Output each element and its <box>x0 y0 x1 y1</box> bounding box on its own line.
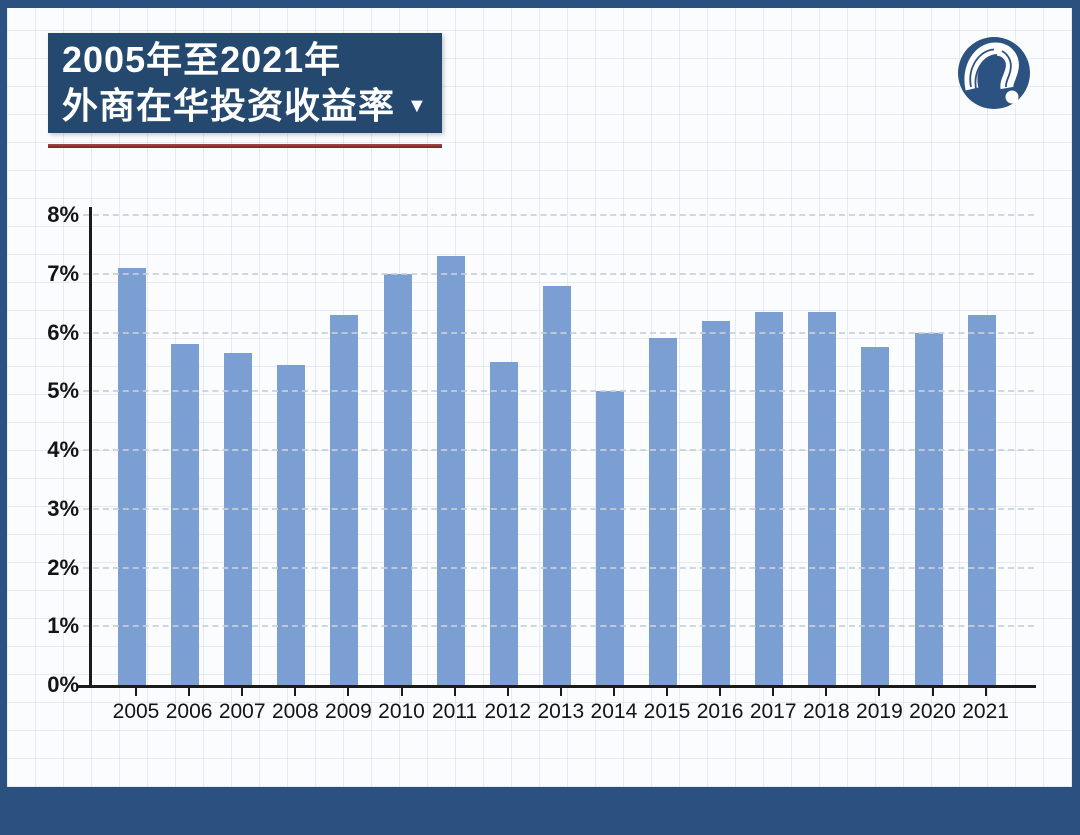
bar-2007 <box>224 353 253 685</box>
y-tick-label-4: 4% <box>47 437 79 462</box>
gridline-7 <box>83 272 1034 275</box>
x-tick-label-2010: 2010 <box>378 700 425 723</box>
chart-canvas: 2005年至2021年 外商在华投资收益率 ▼ 0% 1% 2% 3% 4% 5% 6% 7%… <box>7 8 1072 787</box>
x-tick-2015 <box>666 688 668 696</box>
x-tick-label-2021: 2021 <box>962 700 1009 723</box>
x-tick-label-2019: 2019 <box>856 700 903 723</box>
bar-2017 <box>755 311 784 685</box>
x-tick-label-2013: 2013 <box>537 700 585 723</box>
gridline-6 <box>83 331 1034 334</box>
brand-logo-icon <box>958 37 1030 109</box>
gridline-4 <box>83 449 1034 451</box>
y-tick-label-6: 6% <box>47 319 79 345</box>
bar-2019 <box>861 347 890 685</box>
x-tick-2005 <box>135 688 137 696</box>
bar-2014 <box>595 391 624 685</box>
x-tick-2010 <box>400 688 403 696</box>
x-tick-2008 <box>294 688 297 696</box>
bar-2021 <box>967 314 996 685</box>
bar-2005 <box>118 267 146 685</box>
x-tick-2018 <box>825 688 828 696</box>
x-tick-2007 <box>241 688 244 696</box>
x-tick-label-2009: 2009 <box>325 700 372 723</box>
x-tick-label-2017: 2017 <box>749 700 797 723</box>
x-tick-label-2018: 2018 <box>802 700 850 723</box>
x-tick-2016 <box>719 688 722 696</box>
x-tick-label-2012: 2012 <box>484 700 532 723</box>
gridline-5 <box>83 390 1034 393</box>
x-tick-label-2016: 2016 <box>696 700 744 723</box>
bar-2013 <box>542 285 571 685</box>
x-tick-2012 <box>506 688 509 696</box>
x-tick-2017 <box>772 688 775 696</box>
x-tick-label-2008: 2008 <box>271 700 319 723</box>
x-tick-2019 <box>878 688 881 696</box>
x-tick-2013 <box>559 688 562 696</box>
x-tick-2009 <box>347 688 350 696</box>
x-tick-label-2014: 2014 <box>590 700 638 723</box>
x-axis <box>78 685 1036 688</box>
x-tick-label-2007: 2007 <box>218 700 266 723</box>
bar-2010 <box>383 273 412 685</box>
y-tick-label-5: 5% <box>47 378 79 404</box>
x-tick-label-2005: 2005 <box>112 700 160 723</box>
gridline-8 <box>83 214 1034 216</box>
y-axis <box>89 207 92 688</box>
bar-2008 <box>277 364 306 685</box>
title-line-2: 外商在华投资收益率 <box>62 85 396 126</box>
bar-2018 <box>808 311 837 685</box>
plot-area <box>83 214 1034 685</box>
x-tick-2021 <box>984 688 987 696</box>
x-tick-label-2006: 2006 <box>165 700 213 723</box>
x-tick-2011 <box>453 688 456 696</box>
title-box: 2005年至2021年 外商在华投资收益率 ▼ <box>48 33 442 133</box>
y-tick-label-7: 7% <box>47 260 79 286</box>
bar-2011 <box>436 256 465 685</box>
title-underline <box>48 144 442 148</box>
y-tick-label-1: 1% <box>47 613 79 639</box>
y-tick-label-2: 2% <box>47 554 79 580</box>
x-tick-2020 <box>931 688 934 696</box>
bar-2012 <box>489 361 518 685</box>
y-tick-label-8: 8% <box>47 202 79 227</box>
x-tick-label-2011: 2011 <box>432 700 478 723</box>
y-tick-label-0: 0% <box>47 672 79 697</box>
gridline-1 <box>83 625 1034 628</box>
x-tick-2006 <box>188 688 191 696</box>
x-tick-2014 <box>612 688 615 696</box>
y-tick-label-3: 3% <box>47 495 79 521</box>
gridline-3 <box>83 507 1034 510</box>
x-tick-label-2015: 2015 <box>643 700 691 723</box>
x-tick-label-2020: 2020 <box>909 700 956 723</box>
bar-2016 <box>702 320 731 685</box>
bar-2009 <box>330 314 359 685</box>
title-line-1: 2005年至2021年 <box>62 39 342 80</box>
dropdown-triangle-icon: ▼ <box>407 95 428 117</box>
bar-2006 <box>171 344 200 685</box>
gridline-2 <box>83 566 1034 569</box>
